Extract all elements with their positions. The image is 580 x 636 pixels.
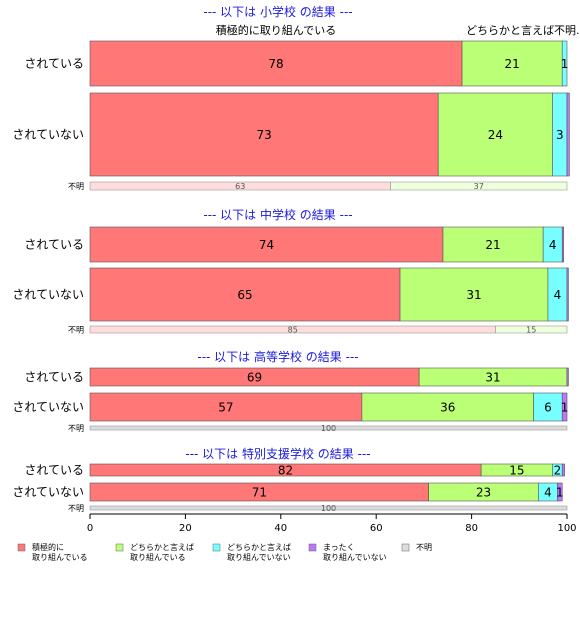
- legend-label: 不明: [416, 543, 432, 552]
- legend-label: 取り組んでいる: [32, 552, 88, 562]
- category-label: されていない: [12, 128, 84, 142]
- bar-segment: [557, 482, 563, 502]
- data-label: 71: [252, 486, 267, 500]
- legend-swatch: [308, 543, 317, 552]
- data-label: 78: [268, 57, 283, 71]
- panel-title: --- 以下は 高等学校 の結果 ---: [197, 349, 358, 364]
- top-label-fifth: 不明.: [554, 24, 580, 37]
- data-label: 15: [509, 464, 524, 478]
- bar-segment: [89, 267, 401, 322]
- bar-segment: [461, 40, 563, 87]
- data-label: 4: [549, 238, 557, 252]
- x-tick-label: 40: [274, 523, 287, 534]
- legend-label: 積極的に: [32, 542, 64, 552]
- data-label: 24: [488, 128, 503, 142]
- data-label: 2: [554, 464, 562, 478]
- legend-label: 取り組んでいない: [227, 552, 291, 562]
- bar-segment: [566, 267, 569, 322]
- bar-segment: [361, 392, 534, 422]
- top-label-third: どちらかと言えば: [466, 24, 554, 37]
- x-tick-label: 0: [87, 523, 93, 534]
- legend-label: どちらかと言えば: [227, 542, 291, 552]
- data-label: 65: [237, 288, 252, 302]
- category-label-unknown: 不明: [68, 424, 84, 433]
- unknown-data-label: 15: [526, 326, 536, 335]
- category-label-unknown: 不明: [68, 182, 84, 191]
- bar-segment: [561, 226, 564, 263]
- panel-title: --- 以下は 特別支援学校 の結果 ---: [185, 446, 370, 461]
- data-label: 1: [556, 486, 564, 500]
- legend-swatch: [17, 543, 26, 552]
- unknown-data-label: 37: [474, 182, 484, 191]
- data-label: 3: [556, 128, 564, 142]
- x-tick-label: 100: [557, 523, 576, 534]
- bar-segment: [561, 463, 565, 477]
- data-label: 69: [247, 371, 262, 385]
- bar-segment: [437, 92, 553, 177]
- unknown-data-label: 85: [288, 326, 298, 335]
- bar-segment: [561, 392, 568, 422]
- category-label: されている: [24, 370, 84, 384]
- legend-label: まったく: [323, 543, 355, 552]
- unknown-data-label: 100: [321, 504, 336, 513]
- panel-title: --- 以下は 中学校 の結果 ---: [203, 207, 352, 222]
- legend-swatch: [401, 543, 410, 552]
- category-label-unknown: 不明: [68, 504, 84, 513]
- bar-segment: [561, 40, 568, 87]
- data-label: 74: [259, 238, 274, 252]
- bar-segment: [442, 226, 544, 263]
- data-label: 4: [544, 486, 552, 500]
- legend-label: どちらかと言えば: [130, 542, 194, 552]
- unknown-segment: [89, 425, 568, 431]
- legend-swatch: [115, 543, 124, 552]
- legend-label: 取り組んでいない: [323, 552, 387, 562]
- category-label: されている: [24, 57, 84, 71]
- x-tick-label: 80: [465, 523, 478, 534]
- category-label: されていない: [12, 288, 84, 302]
- category-label: されている: [24, 238, 84, 252]
- data-label: 82: [278, 464, 293, 478]
- unknown-segment: [390, 181, 568, 191]
- data-label: 23: [476, 486, 491, 500]
- unknown-segment: [495, 325, 568, 334]
- legend-swatch: [212, 543, 221, 552]
- data-label: 57: [218, 401, 233, 415]
- category-label: されていない: [12, 485, 84, 499]
- panel-title: --- 以下は 小学校 の結果 ---: [203, 4, 352, 19]
- data-label: 73: [256, 128, 271, 142]
- category-label-unknown: 不明: [68, 326, 84, 335]
- category-label: されていない: [12, 400, 84, 414]
- data-label: 21: [485, 238, 500, 252]
- data-label: 21: [505, 57, 520, 71]
- top-label-first: 積極的に取り組んでいる: [216, 23, 336, 37]
- bar-segment: [566, 92, 570, 177]
- data-label: 6: [544, 401, 552, 415]
- x-tick-label: 20: [179, 523, 192, 534]
- bar-segment: [89, 392, 363, 422]
- data-label: 31: [466, 288, 481, 302]
- data-label: 36: [440, 401, 455, 415]
- bar-segment: [566, 367, 569, 387]
- unknown-data-label: 100: [321, 424, 336, 433]
- category-label: されている: [24, 463, 84, 477]
- unknown-data-label: 63: [235, 182, 245, 191]
- legend-label: 取り組んでいる: [130, 552, 186, 562]
- data-label: 31: [485, 371, 500, 385]
- data-label: 1: [561, 57, 569, 71]
- unknown-segment: [89, 505, 568, 511]
- data-label: 1: [561, 401, 569, 415]
- x-tick-label: 60: [370, 523, 383, 534]
- data-label: 4: [554, 288, 562, 302]
- bar-segment: [89, 40, 463, 87]
